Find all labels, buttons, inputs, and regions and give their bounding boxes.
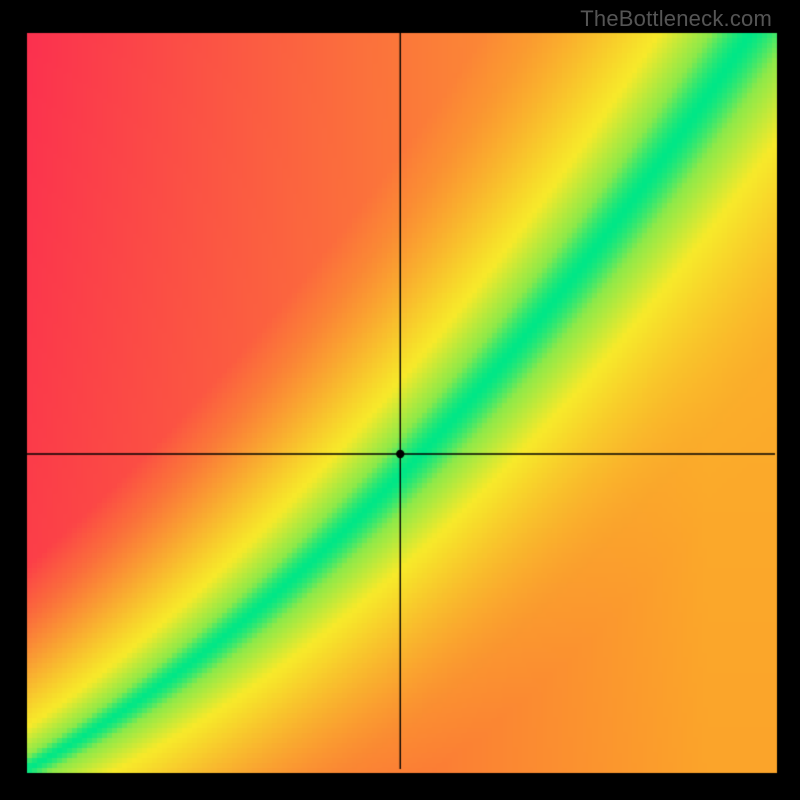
chart-frame: TheBottleneck.com (0, 0, 800, 800)
bottleneck-heatmap (0, 0, 800, 800)
watermark-text: TheBottleneck.com (580, 6, 772, 32)
